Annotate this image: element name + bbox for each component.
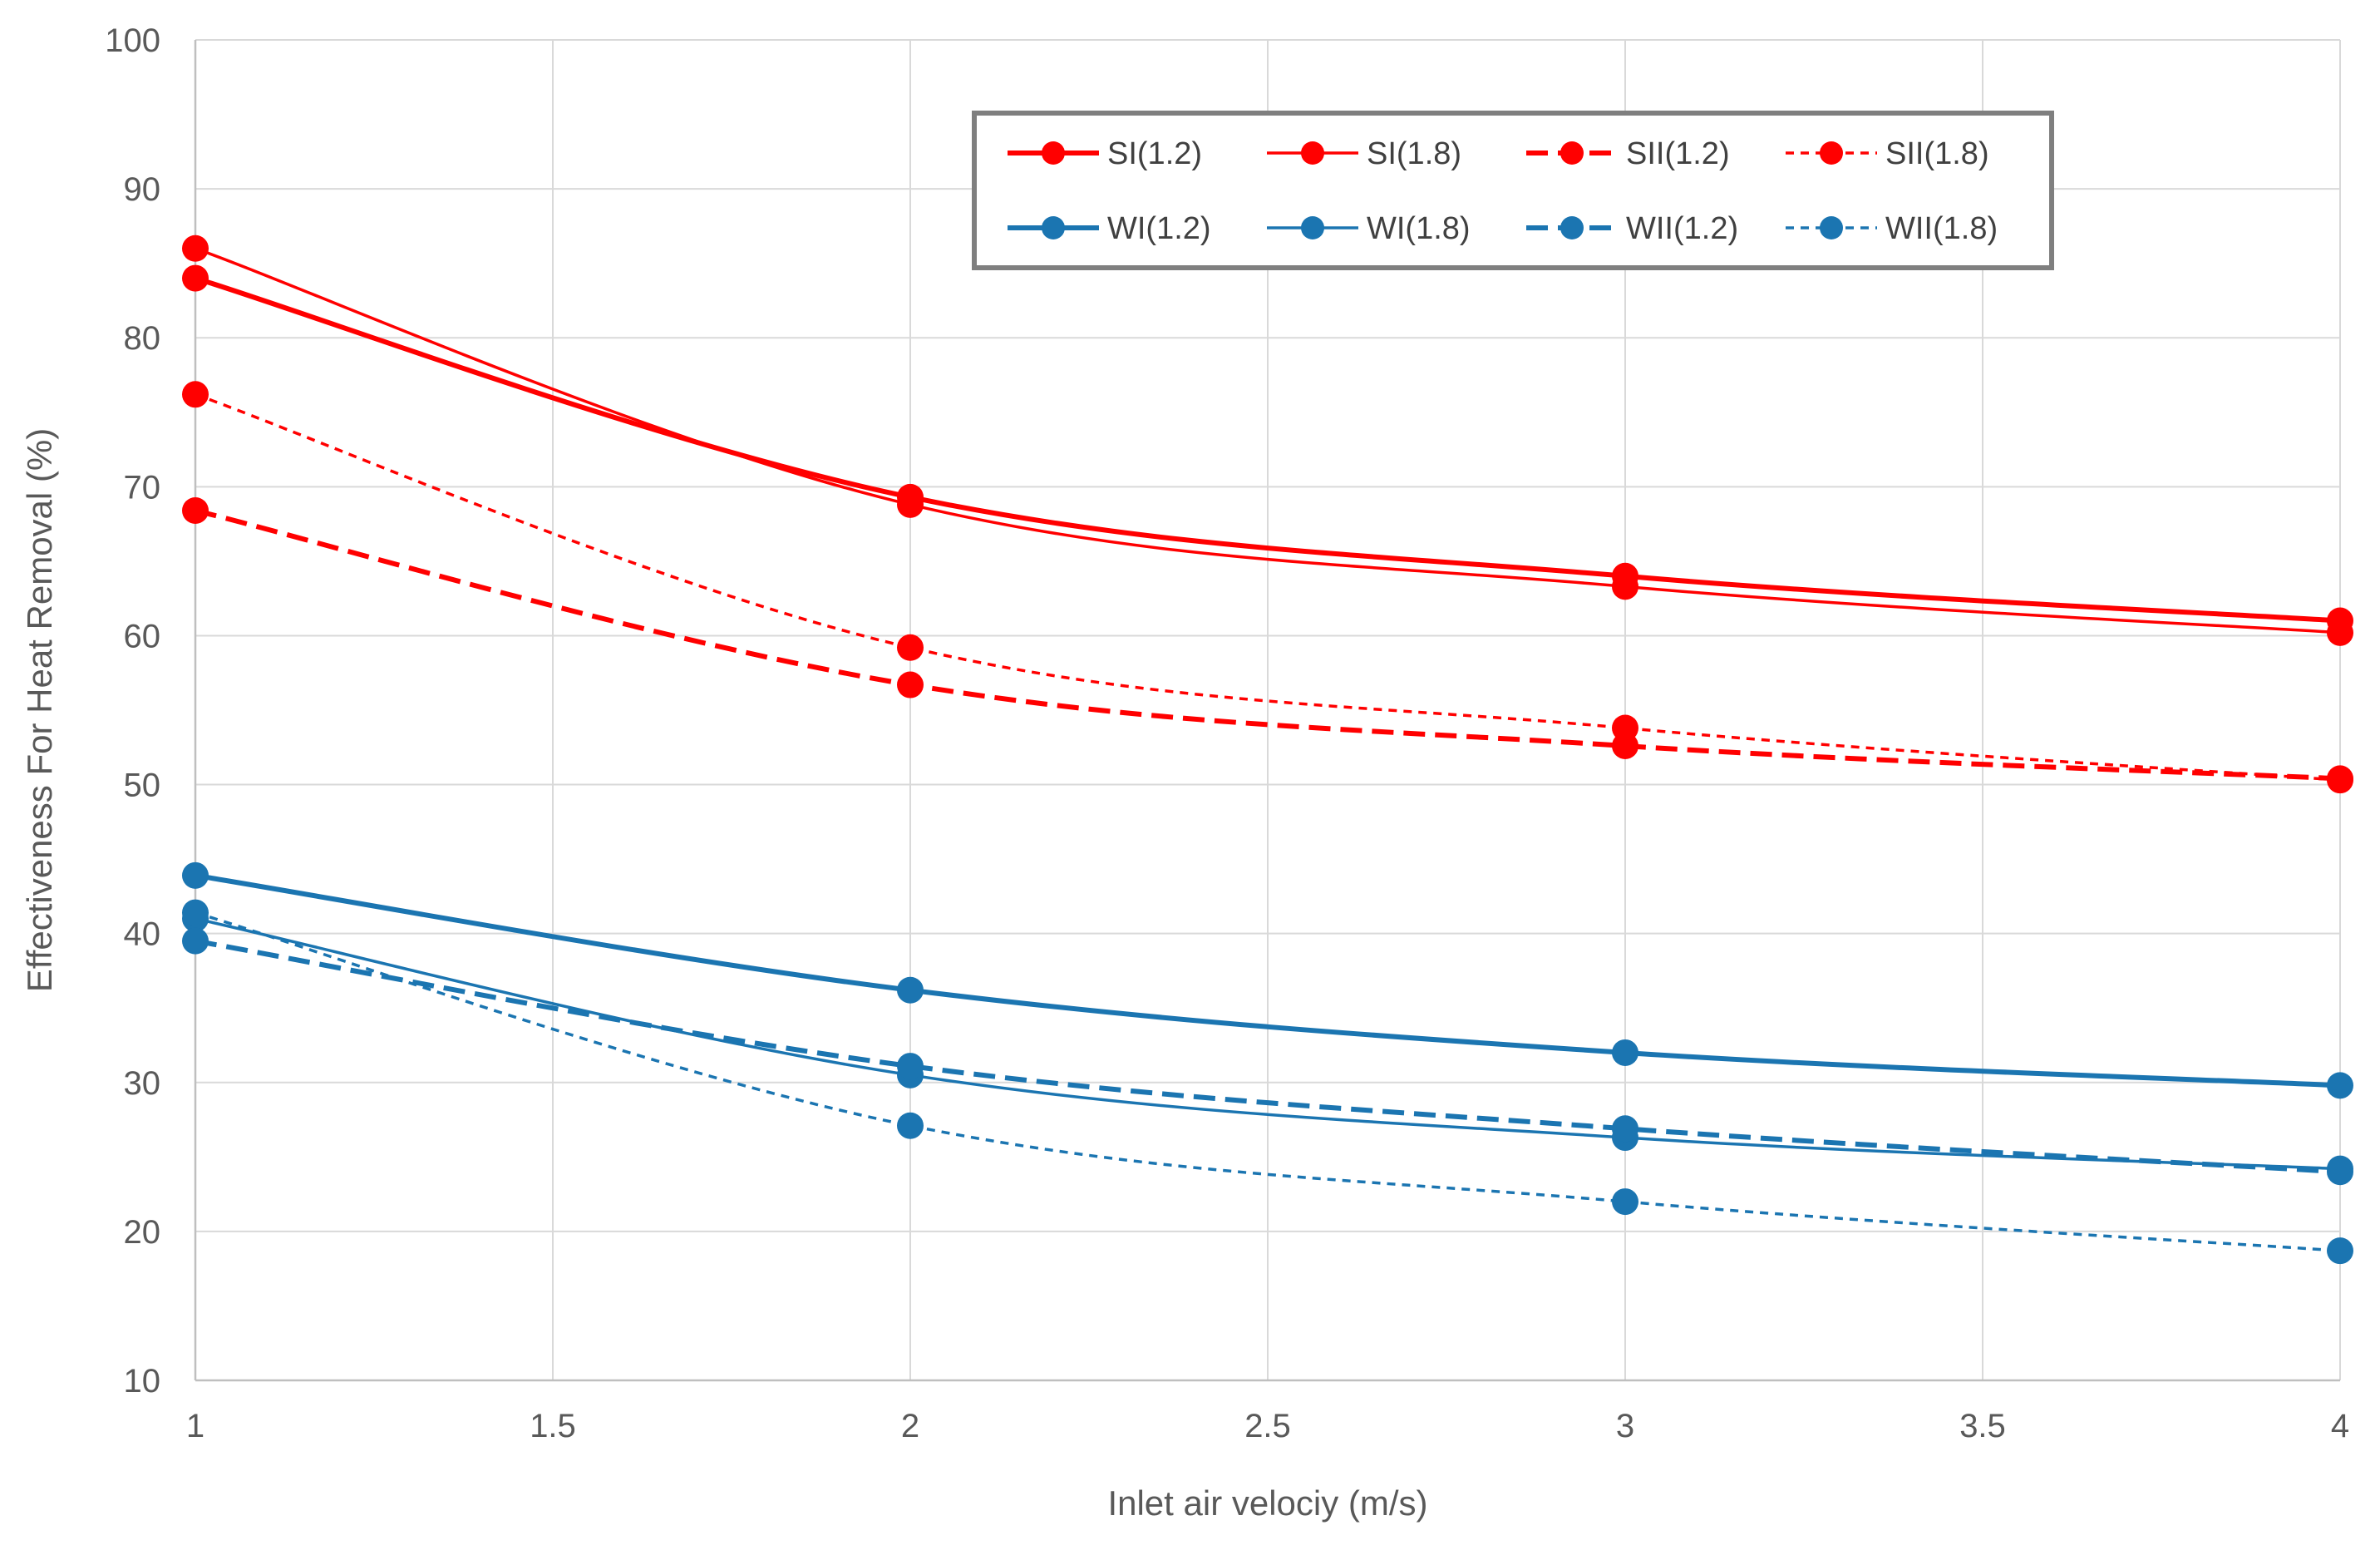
x-tick-label: 2.5 — [1244, 1408, 1291, 1444]
data-point — [182, 264, 209, 292]
legend-marker — [1301, 141, 1324, 165]
legend-marker — [1042, 141, 1065, 165]
data-point — [897, 634, 924, 661]
x-tick-label: 4 — [2331, 1408, 2349, 1444]
data-point — [2327, 1072, 2353, 1099]
data-point — [897, 491, 924, 518]
legend-item: SI(1.8) — [1267, 136, 1461, 171]
legend-marker — [1560, 216, 1584, 239]
x-tick-label: 1 — [186, 1408, 204, 1444]
y-tick-label: 40 — [124, 916, 161, 953]
y-tick-label: 100 — [105, 22, 160, 59]
legend-item: WI(1.2) — [1008, 211, 1211, 246]
legend: SI(1.2) SI(1.8) SII(1.2) SII(1.8) WI(1.2) WI(… — [972, 111, 2054, 270]
data-point — [182, 381, 209, 408]
y-axis-title: Effectiveness For Heat Removal (%) — [20, 428, 59, 992]
data-point — [182, 234, 209, 262]
x-tick-label: 1.5 — [530, 1408, 576, 1444]
data-point — [182, 899, 209, 926]
y-tick-label: 10 — [124, 1363, 161, 1399]
y-tick-label: 80 — [124, 320, 161, 357]
legend-item: WII(1.8) — [1786, 211, 1998, 246]
x-tick-label: 2 — [901, 1408, 919, 1444]
series-line — [195, 938, 2341, 1175]
series-line — [195, 872, 2341, 1088]
data-point — [897, 976, 924, 1004]
series-sii-1-2 — [182, 496, 2353, 792]
legend-label: WII(1.2) — [1626, 211, 1738, 246]
legend-label: WII(1.8) — [1885, 211, 1998, 246]
x-tick-label: 3.5 — [1959, 1408, 2006, 1444]
data-point — [2327, 1158, 2353, 1186]
legend-label: WI(1.8) — [1367, 211, 1471, 246]
y-tick-labels: 10 20 30 40 50 60 70 80 90 100 — [105, 22, 160, 1399]
y-tick-label: 60 — [124, 618, 161, 654]
series-si-1-8 — [182, 234, 2353, 646]
x-tick-labels: 1 1.5 2 2.5 3 3.5 4 — [186, 1408, 2349, 1444]
legend-marker — [1301, 216, 1324, 239]
legend-box — [972, 111, 2054, 270]
data-point — [1612, 1188, 1638, 1216]
data-point — [2327, 619, 2353, 646]
data-point — [182, 496, 209, 524]
data-point — [2327, 767, 2353, 794]
data-point — [182, 861, 209, 889]
series-line — [195, 917, 2341, 1171]
y-tick-label: 20 — [124, 1214, 161, 1251]
series-line — [195, 911, 2341, 1252]
x-tick-label: 3 — [1616, 1408, 1634, 1444]
x-axis-title: Inlet air velociy (m/s) — [1107, 1483, 1427, 1523]
series-line — [195, 508, 2341, 782]
data-point — [897, 1053, 924, 1080]
series-line — [195, 275, 2341, 624]
legend-marker — [1042, 216, 1065, 239]
series-line — [195, 247, 2341, 634]
y-tick-label: 90 — [124, 171, 161, 208]
axes — [194, 40, 2340, 1382]
data-point — [1612, 1039, 1638, 1066]
data-point — [897, 1112, 924, 1139]
legend-item: SII(1.2) — [1526, 136, 1730, 171]
legend-marker — [1560, 141, 1584, 165]
legend-label: WI(1.2) — [1107, 211, 1211, 246]
legend-label: SI(1.8) — [1367, 136, 1461, 171]
data-point — [182, 927, 209, 955]
data-point — [2327, 1237, 2353, 1265]
legend-item: WII(1.2) — [1526, 211, 1738, 246]
data-point — [1612, 573, 1638, 600]
data-point — [897, 671, 924, 698]
legend-label: SII(1.2) — [1626, 136, 1730, 171]
y-tick-label: 50 — [124, 768, 161, 804]
legend-item: SI(1.2) — [1008, 136, 1202, 171]
series-wii-1-8 — [182, 899, 2353, 1265]
y-tick-label: 30 — [124, 1065, 161, 1102]
series-sii-1-8 — [182, 381, 2353, 794]
series-layer — [182, 234, 2353, 1265]
series-wi-1-2 — [182, 861, 2353, 1099]
legend-item: WI(1.8) — [1267, 211, 1471, 246]
legend-marker — [1820, 141, 1843, 165]
legend-label: SI(1.2) — [1107, 136, 1202, 171]
data-point — [1612, 1115, 1638, 1143]
legend-item: SII(1.8) — [1786, 136, 1989, 171]
series-wii-1-2 — [182, 927, 2353, 1186]
y-tick-label: 70 — [124, 469, 161, 506]
legend-label: SII(1.8) — [1885, 136, 1989, 171]
data-point — [1612, 714, 1638, 742]
series-line — [195, 392, 2341, 782]
legend-marker — [1820, 216, 1843, 239]
